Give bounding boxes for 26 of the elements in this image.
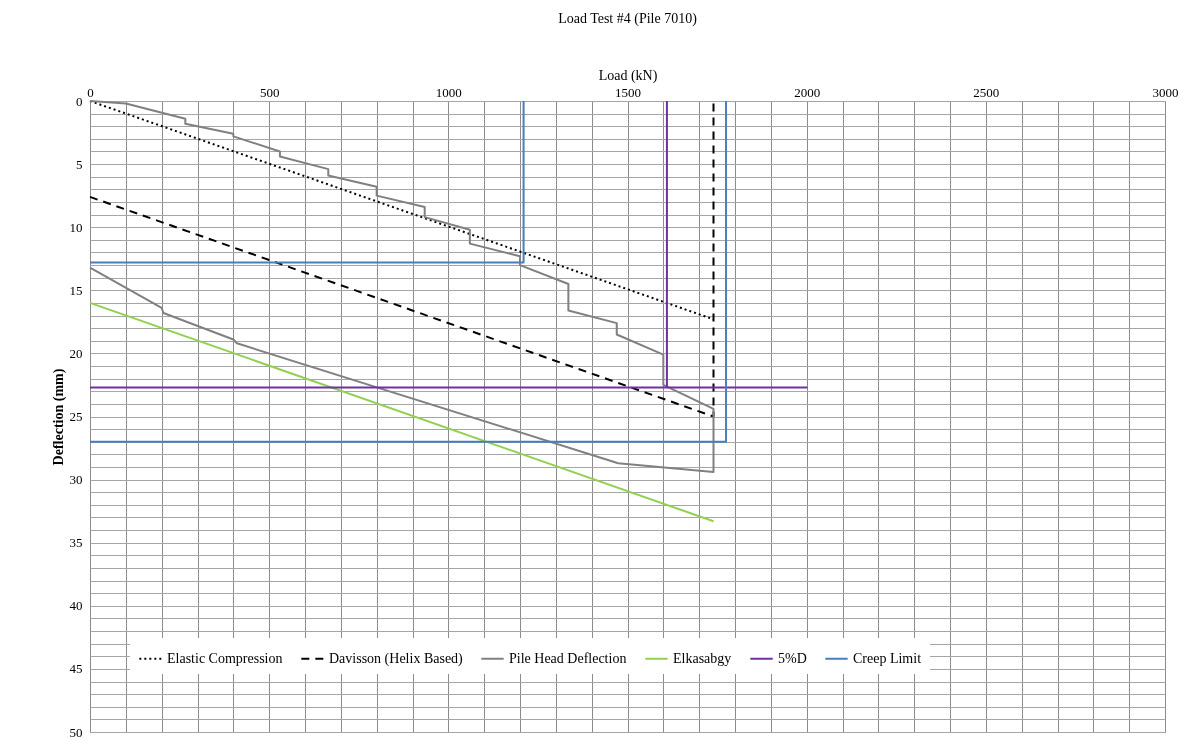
x-tick-label: 2000 xyxy=(794,84,821,100)
x-axis-title: Load (kN) xyxy=(598,67,658,84)
legend-label: Pile Head Deflection xyxy=(509,650,627,666)
chart-title: Load Test #4 (Pile 7010) xyxy=(558,11,698,27)
y-tick-label: 25 xyxy=(69,409,83,424)
x-tick-label: 1500 xyxy=(615,84,641,100)
y-tick-label: 15 xyxy=(69,282,83,298)
x-tick-label: 0 xyxy=(87,84,94,100)
legend-label: Davisson (Helix Based) xyxy=(329,650,464,667)
y-tick-label: 30 xyxy=(69,472,83,488)
x-tick-label: 2500 xyxy=(973,84,1000,100)
y-tick-label: 40 xyxy=(69,598,83,614)
y-tick-label: 20 xyxy=(69,345,83,361)
y-tick-label: 10 xyxy=(69,219,83,235)
legend-label: Elkasabgy xyxy=(673,650,732,666)
y-tick-label: 45 xyxy=(69,661,83,677)
x-tick-label: 500 xyxy=(259,84,280,100)
legend-label: Elastic Compression xyxy=(167,650,283,666)
y-axis-title: Deflection (mm) xyxy=(50,368,67,466)
y-tick-label: 50 xyxy=(69,724,83,740)
legend-label: Creep Limit xyxy=(853,650,922,666)
x-tick-label: 1000 xyxy=(435,84,462,100)
y-tick-label: 5 xyxy=(76,156,83,172)
legend-label: 5%D xyxy=(778,650,807,666)
y-tick-label: 35 xyxy=(69,535,83,551)
x-tick-label: 3000 xyxy=(1152,84,1179,100)
